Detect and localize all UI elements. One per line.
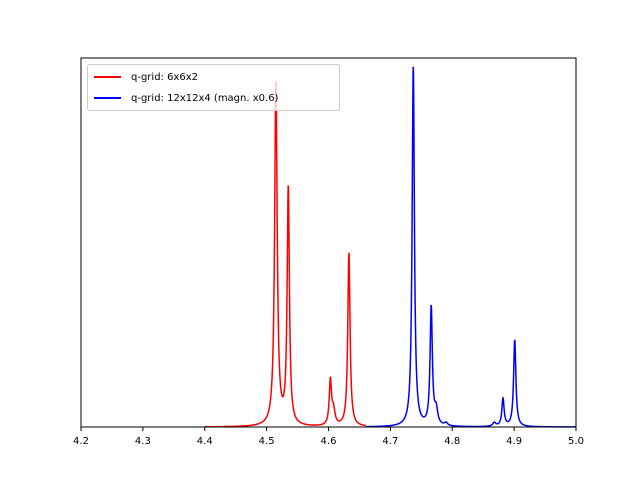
legend: q-grid: 6x6x2 q-grid: 12x12x4 (magn. x0.… <box>87 64 340 111</box>
x-tick-label: 4.9 <box>506 436 522 447</box>
series-line-0 <box>204 80 366 428</box>
series-line-1 <box>365 66 576 428</box>
x-tick-label: 4.4 <box>197 436 213 447</box>
legend-label: q-grid: 12x12x4 (magn. x0.6) <box>131 92 279 104</box>
x-tick-label: 4.5 <box>259 436 275 447</box>
x-tick-label: 4.6 <box>321 436 337 447</box>
legend-label: q-grid: 6x6x2 <box>131 71 199 83</box>
x-tick-label: 5.0 <box>568 436 584 447</box>
x-tick-label: 4.3 <box>135 436 151 447</box>
x-tick-label: 4.8 <box>444 436 460 447</box>
plot-curves <box>204 66 576 428</box>
legend-item-12x12x4: q-grid: 12x12x4 (magn. x0.6) <box>94 90 278 106</box>
legend-item-6x6x2: q-grid: 6x6x2 <box>94 69 198 85</box>
legend-swatch-red <box>94 76 121 78</box>
legend-swatch-blue <box>94 97 121 99</box>
plot-frame <box>80 57 577 428</box>
x-tick-label: 4.7 <box>382 436 398 447</box>
x-axis-ticks: 4.2 4.3 4.4 4.5 4.6 4.7 4.8 4.9 5.0 <box>73 427 584 447</box>
x-tick-label: 4.2 <box>73 436 89 447</box>
